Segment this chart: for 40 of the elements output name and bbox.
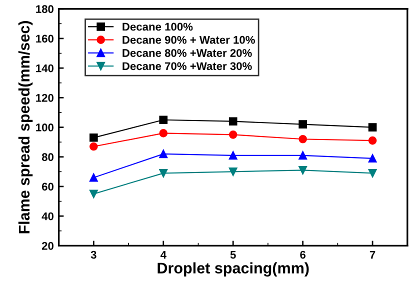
y-tick-label: 180: [36, 5, 54, 14]
legend-label: Decane 90% + Water 10%: [122, 36, 255, 44]
point: [228, 130, 238, 139]
x-axis-title: Droplet spacing(mm): [158, 262, 309, 277]
point: [368, 154, 377, 163]
point: [89, 173, 98, 182]
y-tick-label: 140: [36, 64, 54, 72]
point: [368, 136, 377, 145]
point: [89, 133, 98, 142]
legend-label: Decane 70% +Water 30%: [122, 62, 252, 70]
point: [298, 120, 307, 128]
y-tick-label: 80: [42, 153, 54, 162]
point: [89, 190, 98, 198]
x-tick-label: 4: [160, 250, 166, 259]
point: [298, 166, 307, 174]
point: [298, 134, 307, 144]
point: [368, 168, 377, 178]
point: [159, 150, 168, 158]
y-tick-label: 20: [42, 242, 54, 250]
x-tick-label: 5: [230, 250, 236, 259]
x-tick-label: 3: [90, 250, 96, 259]
legend-label: Decane 100%: [122, 22, 193, 31]
y-tick-label: 60: [42, 182, 54, 191]
point: [159, 116, 168, 124]
point: [159, 129, 168, 138]
point: [228, 151, 238, 160]
point: [89, 142, 98, 151]
y-tick-label: 160: [36, 34, 54, 43]
x-tick-label: 7: [370, 250, 376, 259]
y-tick-label: 40: [42, 212, 54, 220]
y-tick-label: 120: [36, 94, 54, 102]
x-tick-label: 6: [300, 250, 306, 259]
y-tick-label: 100: [36, 124, 54, 132]
point: [228, 117, 238, 126]
y-axis-title: Flame spread speed(mm/sec): [18, 21, 33, 234]
point: [368, 123, 377, 132]
legend-label: Decane 80% +Water 20%: [122, 49, 252, 57]
point: [228, 168, 238, 176]
point: [298, 151, 307, 160]
point: [159, 168, 168, 178]
